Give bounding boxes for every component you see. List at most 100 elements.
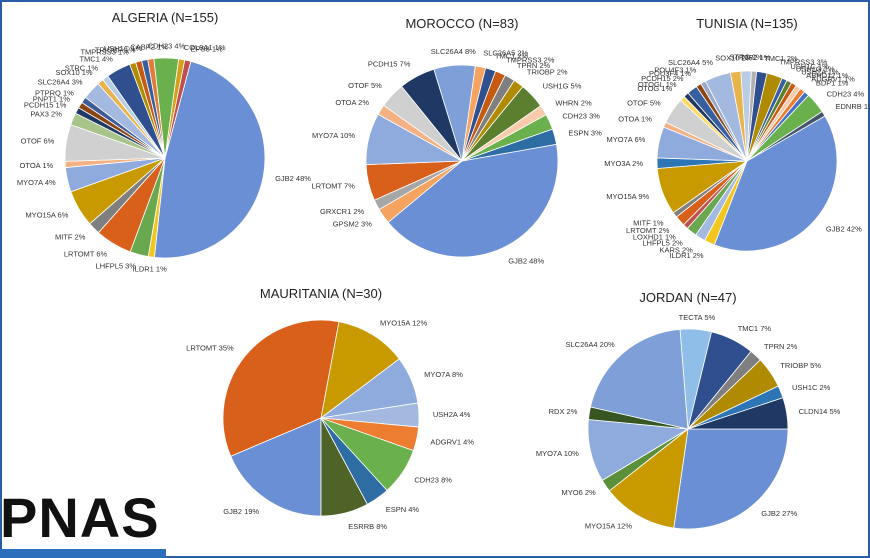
slice-label: MYO7A 8% <box>424 370 463 379</box>
pie-slice <box>222 319 340 457</box>
slice-label: MYO15A 12% <box>585 522 632 531</box>
pie-slice <box>320 417 368 517</box>
pie-chart-3: MAURITANIA (N=30) GJB2 19% LRTOMT 35% MYO15… <box>186 286 474 531</box>
slice-label: COL9A1 1% <box>184 43 226 52</box>
slice-label: ABHD12 1% <box>806 71 848 80</box>
slice-label: LRTOMT 2% <box>626 226 670 235</box>
slice-label: MITF 1% <box>633 219 664 228</box>
slice-label: OTOA 2% <box>335 98 369 107</box>
slice-label: PTPRQ 1% <box>35 89 74 98</box>
slice-label: KARS 2% <box>659 245 693 254</box>
slice-label: EDNRB 1% <box>836 102 870 111</box>
slice-label: SLC26A4 8% <box>431 47 476 56</box>
slice-label: GJB2 48% <box>275 174 311 183</box>
slice-label: GJB2 19% <box>223 507 259 516</box>
slice-label: MYO7A 4% <box>17 178 56 187</box>
slice-label: TPRN 2% <box>517 61 551 70</box>
slice-label: TMC1 2% <box>764 54 798 63</box>
slice-label: USH1C 1% <box>104 44 143 53</box>
slice-label: MYO15A 6% <box>25 210 68 219</box>
slice-label: CDH23 4% <box>827 90 865 99</box>
slice-label: USH1C 1% <box>790 62 829 71</box>
slice-label: USH1G 5% <box>543 82 582 91</box>
slice-label: OTOGL 1% <box>638 80 677 89</box>
pie-slice <box>230 417 322 517</box>
slice-label: MITF 2% <box>55 232 86 241</box>
slice-label: CABP2 1% <box>130 43 168 52</box>
slice-label: BDP1 1% <box>816 79 849 88</box>
slice-label: PAX3 2% <box>30 110 62 119</box>
slice-label: LRTOMT 35% <box>186 343 234 352</box>
slice-label: GJB2 42% <box>826 224 862 233</box>
slice-label: LHFPL5 2% <box>642 238 683 247</box>
slice-label: MYO3A 2% <box>604 159 643 168</box>
chart-title: MOROCCO (N=83) <box>405 16 518 31</box>
slice-label: RDX 2% <box>549 407 578 416</box>
chart-title: TUNISIA (N=135) <box>696 16 798 31</box>
slice-label: GRXCR1 2% <box>320 207 365 216</box>
pie-slice <box>461 128 558 162</box>
slice-label: ILDR1 1% <box>133 264 168 273</box>
slice-label: TRIOBP 2% <box>527 68 568 77</box>
slice-label: USH2A 4% <box>433 410 471 419</box>
slice-label: CDH23 8% <box>414 475 452 484</box>
pie-chart-4: JORDAN (N=47) GJB2 27% MYO15A 12% MYO6 2% MY… <box>536 290 841 531</box>
pie-slice <box>673 428 789 530</box>
slice-label: TRIOBP 1% <box>95 46 136 55</box>
pie-chart-1: MOROCCO (N=83) GJB2 48% GPSM2 3% GRXCR1 2% L… <box>312 16 603 265</box>
chart-title: MAURITANIA (N=30) <box>260 286 382 301</box>
slice-label: EPS8 1% <box>191 45 223 54</box>
slice-label: TMPRSS3 2% <box>506 56 555 65</box>
slice-label: MYO6 2% <box>562 488 597 497</box>
slice-label: PCDH15 1% <box>24 100 67 109</box>
slice-label: ADGRV1 1% <box>811 75 855 84</box>
slice-label: TMC1 2% <box>495 52 529 61</box>
slice-label: PNPT1 1% <box>33 94 70 103</box>
slice-label: SOX10 2% <box>715 53 752 62</box>
slice-label: USH1G 1% <box>796 65 835 74</box>
slice-label: TMC1 7% <box>738 324 772 333</box>
slice-label: OTOF 5% <box>627 99 661 108</box>
slice-label: POU4F3 1% <box>654 66 696 75</box>
slice-label: USH1C 2% <box>792 383 831 392</box>
slice-label: OTOF 6% <box>21 136 55 145</box>
pie-slice <box>687 397 789 430</box>
slice-label: TMPRSS3 3% <box>779 58 828 67</box>
slice-label: TRIOBP 5% <box>780 361 821 370</box>
slice-label: TPRN 2% <box>764 342 798 351</box>
slice-label: USH2A 1% <box>801 68 839 77</box>
slice-label: ESRRB 8% <box>348 522 387 531</box>
pnas-logo: PNAS <box>0 486 160 549</box>
slice-label: SLC26A4 3% <box>38 78 83 87</box>
slice-label: GJB2 48% <box>508 256 544 265</box>
slice-label: MYO15A 12% <box>380 318 427 327</box>
slice-label: GPSM2 3% <box>333 220 373 229</box>
slice-label: MYO7A 10% <box>536 449 579 458</box>
slice-label: ESPN 3% <box>568 129 602 138</box>
slice-label: OTOA 1% <box>20 161 54 170</box>
slice-label: CDH23 4% <box>148 42 186 51</box>
slice-label: MYO7A 6% <box>607 135 646 144</box>
slice-label: GJB2 27% <box>761 509 797 518</box>
slice-label: MYO15A 9% <box>606 192 649 201</box>
slice-label: ADGRV1 4% <box>430 438 474 447</box>
slice-label: LOXHD1 1% <box>633 232 676 241</box>
slice-label: TECTA 5% <box>679 313 716 322</box>
slice-label: STRC 2% <box>729 53 763 62</box>
slice-label: SLC26A5 2% <box>483 49 528 58</box>
slice-label: CDH23 3% <box>562 112 600 121</box>
pnas-logo-bar <box>0 549 166 558</box>
slice-label: PCDH15 7% <box>368 59 411 68</box>
slice-label: PCDH15 2% <box>641 74 684 83</box>
slice-label: ESPN 4% <box>386 505 420 514</box>
pie-slice <box>713 115 838 252</box>
slice-label: OTOF 5% <box>348 81 382 90</box>
pie-slice <box>387 143 559 258</box>
pie-chart-0: ALGERIA (N=155) GJB2 48% ILDR1 1%LHFPL5 3%… <box>17 10 311 273</box>
slice-label: LRTOMT 6% <box>64 250 108 259</box>
pie-slice <box>320 321 400 419</box>
slice-label: ILDR1 2% <box>669 251 704 260</box>
slice-label: POU3F4 1% <box>649 69 691 78</box>
